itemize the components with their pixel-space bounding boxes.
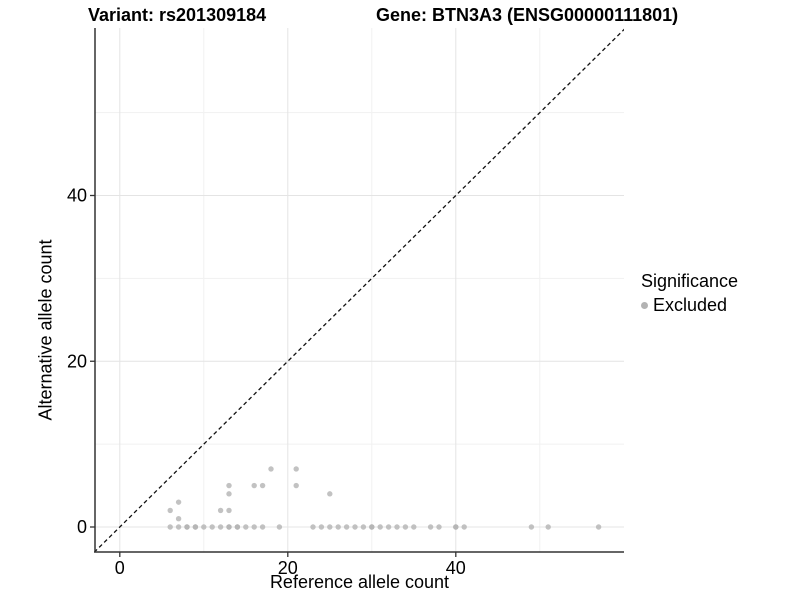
data-point: [595, 524, 602, 530]
data-point: [209, 524, 215, 530]
data-point: [453, 524, 459, 530]
data-point: [259, 482, 266, 489]
data-point: [217, 524, 224, 530]
x-tick-label: 20: [278, 558, 298, 578]
data-point: [360, 524, 367, 530]
legend-title: Significance: [641, 271, 739, 291]
x-tick-label: 0: [115, 558, 125, 578]
data-point: [310, 524, 316, 530]
data-point: [234, 524, 241, 530]
legend-item-excluded: Excluded: [641, 295, 738, 316]
data-point: [411, 524, 417, 530]
data-point: [201, 524, 207, 530]
data-point: [318, 524, 325, 530]
data-point: [167, 507, 173, 514]
data-point: [327, 491, 333, 497]
data-point: [436, 524, 442, 530]
data-point: [394, 524, 400, 530]
data-point: [226, 482, 232, 489]
data-point: [377, 524, 383, 530]
data-point: [226, 491, 232, 497]
data-point: [352, 524, 358, 530]
data-point: [184, 524, 190, 530]
x-axis-title: Reference allele count: [269, 572, 450, 592]
data-point: [217, 507, 224, 514]
data-point: [192, 524, 199, 530]
legend-point-icon: [641, 302, 648, 309]
plot-title-gene: Gene: BTN3A3 (ENSG00000111801): [376, 5, 679, 25]
data-point: [167, 524, 173, 530]
data-point: [251, 524, 257, 530]
plot-title-variant: Variant: rs201309184: [88, 5, 267, 25]
data-point: [268, 466, 274, 472]
data-point: [293, 482, 299, 489]
y-tick-label: 20: [67, 351, 87, 371]
data-point: [175, 524, 182, 530]
data-point: [343, 524, 350, 530]
data-point: [335, 524, 341, 530]
legend-item-label: Excluded: [653, 295, 728, 315]
data-point: [369, 524, 375, 530]
data-point: [427, 524, 434, 530]
y-tick-label: 40: [67, 186, 87, 206]
identity-line: [95, 28, 624, 552]
legend: Significance Excluded: [641, 271, 738, 316]
x-tick-label: 40: [446, 558, 466, 578]
data-point: [545, 524, 551, 530]
data-point: [293, 466, 299, 472]
data-point: [402, 524, 409, 530]
data-point: [226, 524, 232, 530]
data-point: [385, 524, 392, 530]
data-point: [461, 524, 467, 530]
data-point: [243, 524, 249, 530]
data-point: [175, 516, 182, 522]
y-axis-title: Alternative allele count: [35, 239, 56, 421]
data-point: [276, 524, 283, 530]
data-point: [175, 499, 182, 505]
data-point: [251, 482, 257, 489]
data-point: [528, 524, 535, 530]
data-point: [327, 524, 333, 530]
data-point: [259, 524, 266, 530]
y-tick-label: 0: [77, 517, 87, 537]
data-point: [226, 507, 232, 514]
